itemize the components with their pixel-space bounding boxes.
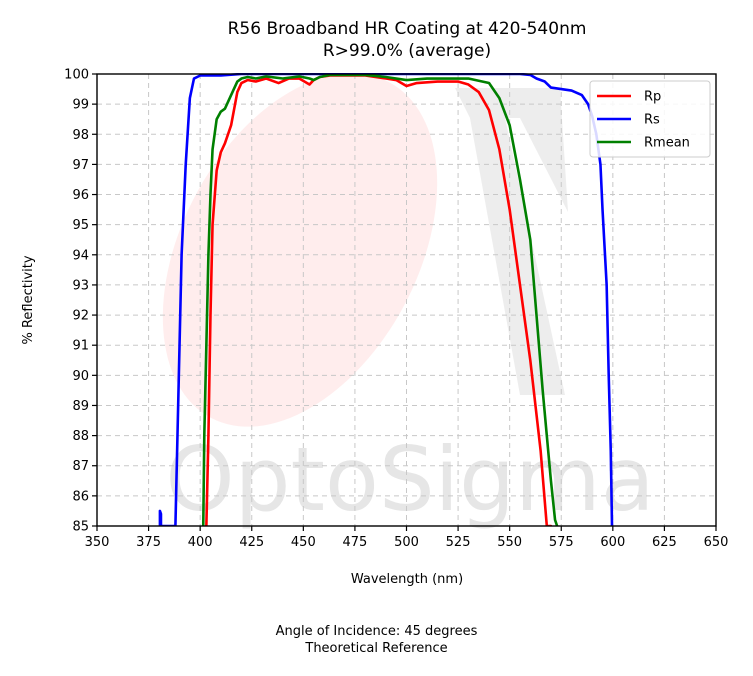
footer-angle-text: Angle of Incidence: 45 degrees [275, 624, 478, 639]
y-tick-label: 100 [64, 68, 89, 83]
footer-reference-text: Theoretical Reference [305, 641, 448, 656]
y-tick-label: 96 [72, 188, 89, 203]
watermark-sigma-shape [455, 88, 568, 395]
y-tick-label: 91 [72, 339, 89, 354]
x-tick-label: 375 [136, 535, 161, 550]
y-tick-label: 93 [72, 278, 89, 293]
y-tick-label: 95 [72, 218, 89, 233]
y-tick-label: 99 [72, 98, 89, 113]
x-tick-label: 550 [497, 535, 522, 550]
legend-box [589, 80, 711, 158]
legend-label-rmean: Rmean [644, 136, 690, 151]
x-tick-label: 500 [394, 535, 419, 550]
x-tick-label: 475 [343, 535, 368, 550]
y-tick-label: 90 [72, 369, 89, 384]
y-tick-label: 85 [72, 520, 89, 535]
chart-subtitle: R>99.0% (average) [323, 41, 491, 61]
y-axis-label: % Reflectivity [21, 255, 36, 344]
x-tick-label: 525 [446, 535, 471, 550]
x-tick-label: 650 [704, 535, 729, 550]
legend-label-rp: Rp [644, 90, 661, 105]
x-tick-label: 600 [600, 535, 625, 550]
x-tick-label: 450 [291, 535, 316, 550]
x-tick-label: 575 [549, 535, 574, 550]
y-tick-label: 87 [72, 459, 89, 474]
y-axis: 85 86 87 88 89 90 91 92 93 94 95 96 97 98 99 100 [64, 68, 97, 535]
y-tick-label: 98 [72, 128, 89, 143]
y-tick-label: 92 [72, 309, 89, 324]
footer: Angle of Incidence: 45 degrees Theoretic… [0, 623, 753, 657]
y-tick-label: 86 [72, 489, 89, 504]
x-tick-label: 425 [239, 535, 264, 550]
x-tick-label: 400 [188, 535, 213, 550]
x-axis: 350 375 400 425 450 475 500 525 550 575 600 625 650 [85, 526, 729, 550]
legend-label-rs: Rs [644, 113, 660, 128]
series-line-rmean [201, 73, 559, 526]
y-tick-label: 97 [72, 158, 89, 173]
x-tick-label: 350 [85, 535, 110, 550]
y-tick-label: 94 [72, 248, 89, 263]
x-axis-label: Wavelength (nm) [351, 572, 463, 587]
watermark-text: OptoSigma [165, 428, 654, 531]
y-tick-label: 89 [72, 399, 89, 414]
x-tick-label: 625 [652, 535, 677, 550]
watermark: OptoSigma [162, 73, 655, 531]
y-tick-label: 88 [72, 429, 89, 444]
chart-title: R56 Broadband HR Coating at 420-540nm [228, 19, 587, 39]
watermark-pink-ellipse [162, 73, 438, 427]
legend: Rp Rs Rmean [589, 80, 711, 158]
